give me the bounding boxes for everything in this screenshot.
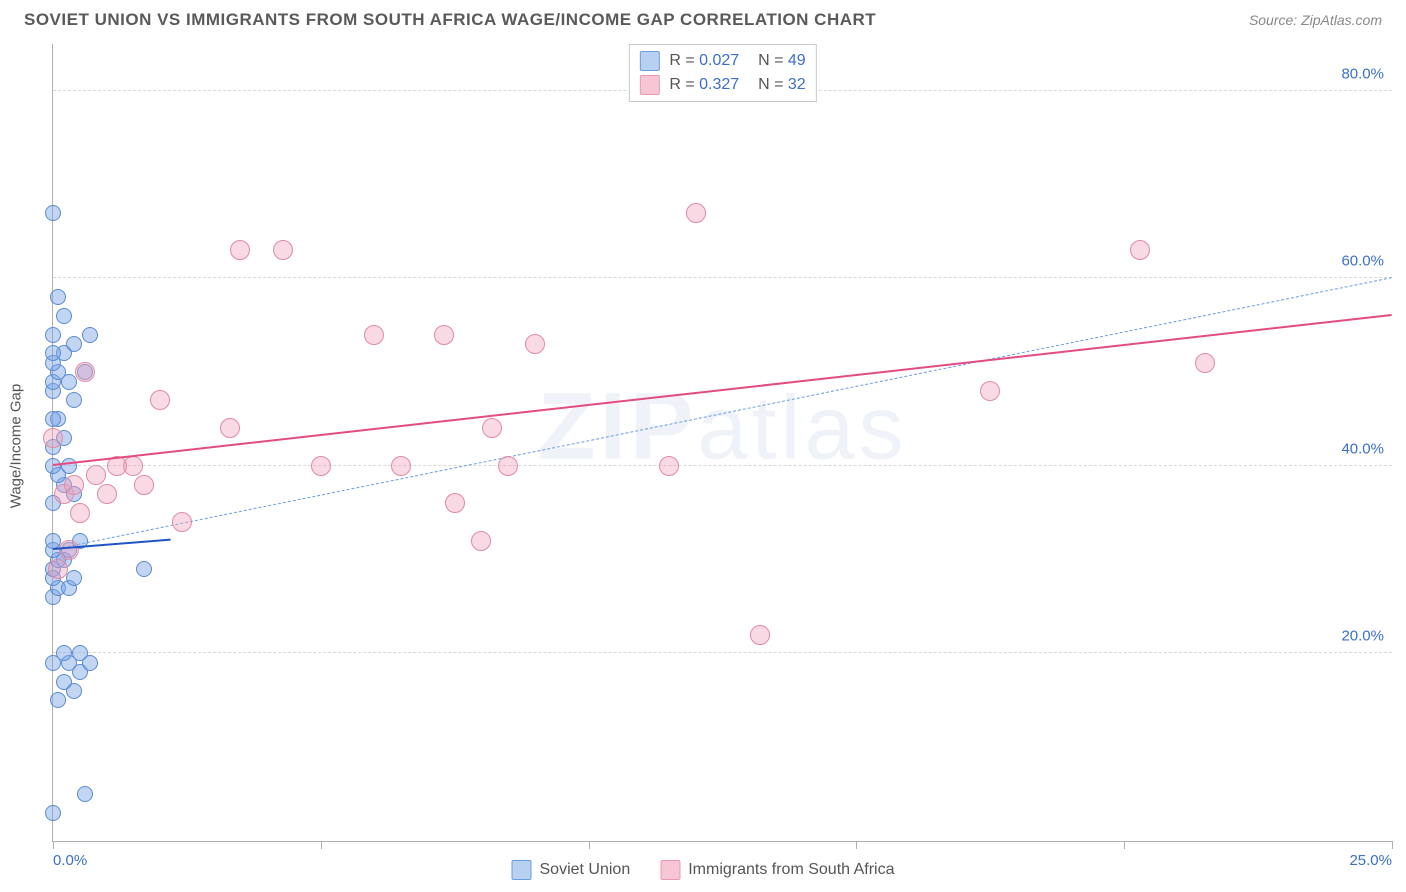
- data-point: [659, 456, 679, 476]
- data-point: [56, 674, 72, 690]
- data-point: [45, 805, 61, 821]
- data-point: [230, 240, 250, 260]
- data-point: [50, 289, 66, 305]
- x-tick: [53, 841, 54, 849]
- legend-row: R = 0.327 N = 32: [639, 73, 805, 97]
- data-point: [434, 325, 454, 345]
- scatter-plot-area: ZIPatlas R = 0.027 N = 49 R = 0.327 N = …: [52, 44, 1392, 842]
- data-point: [220, 418, 240, 438]
- data-point: [66, 392, 82, 408]
- gridline: [53, 652, 1392, 653]
- y-tick-label: 40.0%: [1341, 440, 1384, 457]
- data-point: [1195, 353, 1215, 373]
- data-point: [686, 203, 706, 223]
- x-tick: [1392, 841, 1393, 849]
- data-point: [311, 456, 331, 476]
- data-point: [66, 336, 82, 352]
- data-point: [56, 645, 72, 661]
- data-point: [482, 418, 502, 438]
- data-point: [1130, 240, 1150, 260]
- data-point: [77, 786, 93, 802]
- y-tick-label: 80.0%: [1341, 65, 1384, 82]
- gridline: [53, 277, 1392, 278]
- data-point: [980, 381, 1000, 401]
- data-point: [48, 559, 68, 579]
- legend-item: Soviet Union: [511, 860, 630, 880]
- gridline: [53, 465, 1392, 466]
- x-tick: [589, 841, 590, 849]
- x-tick: [1124, 841, 1125, 849]
- legend-item: Immigrants from South Africa: [660, 860, 894, 880]
- data-point: [471, 531, 491, 551]
- data-point: [45, 205, 61, 221]
- data-point: [172, 512, 192, 532]
- data-point: [525, 334, 545, 354]
- legend-row: R = 0.027 N = 49: [639, 49, 805, 73]
- data-point: [134, 475, 154, 495]
- legend-swatch-blue: [511, 860, 531, 880]
- correlation-legend: R = 0.027 N = 49 R = 0.327 N = 32: [628, 44, 816, 102]
- data-point: [45, 411, 61, 427]
- x-tick: [321, 841, 322, 849]
- data-point: [56, 308, 72, 324]
- data-point: [750, 625, 770, 645]
- data-point: [75, 362, 95, 382]
- data-point: [64, 475, 84, 495]
- legend-label: Immigrants from South Africa: [688, 861, 894, 879]
- data-point: [61, 458, 77, 474]
- data-point: [498, 456, 518, 476]
- chart-title: SOVIET UNION VS IMMIGRANTS FROM SOUTH AF…: [24, 10, 876, 30]
- data-point: [364, 325, 384, 345]
- data-point: [97, 484, 117, 504]
- legend-swatch-pink: [660, 860, 680, 880]
- x-tick: [856, 841, 857, 849]
- data-point: [86, 465, 106, 485]
- data-point: [82, 327, 98, 343]
- data-point: [45, 327, 61, 343]
- y-tick-label: 20.0%: [1341, 628, 1384, 645]
- legend-swatch-blue: [639, 51, 659, 71]
- x-tick-label: 25.0%: [1349, 852, 1392, 869]
- data-point: [45, 345, 61, 361]
- data-point: [43, 428, 63, 448]
- y-axis-label: Wage/Income Gap: [8, 384, 25, 509]
- y-tick-label: 60.0%: [1341, 253, 1384, 270]
- source-attribution: Source: ZipAtlas.com: [1249, 12, 1382, 28]
- data-point: [445, 493, 465, 513]
- legend-label: Soviet Union: [539, 861, 630, 879]
- data-point: [70, 503, 90, 523]
- data-point: [50, 692, 66, 708]
- data-point: [59, 540, 79, 560]
- trend-line: [53, 314, 1392, 466]
- data-point: [72, 645, 88, 661]
- x-tick-label: 0.0%: [53, 852, 87, 869]
- data-point: [273, 240, 293, 260]
- trend-line-extrapolated: [53, 277, 1392, 550]
- legend-swatch-pink: [639, 75, 659, 95]
- series-legend: Soviet Union Immigrants from South Afric…: [511, 860, 894, 880]
- data-point: [391, 456, 411, 476]
- data-point: [136, 561, 152, 577]
- data-point: [150, 390, 170, 410]
- data-point: [66, 570, 82, 586]
